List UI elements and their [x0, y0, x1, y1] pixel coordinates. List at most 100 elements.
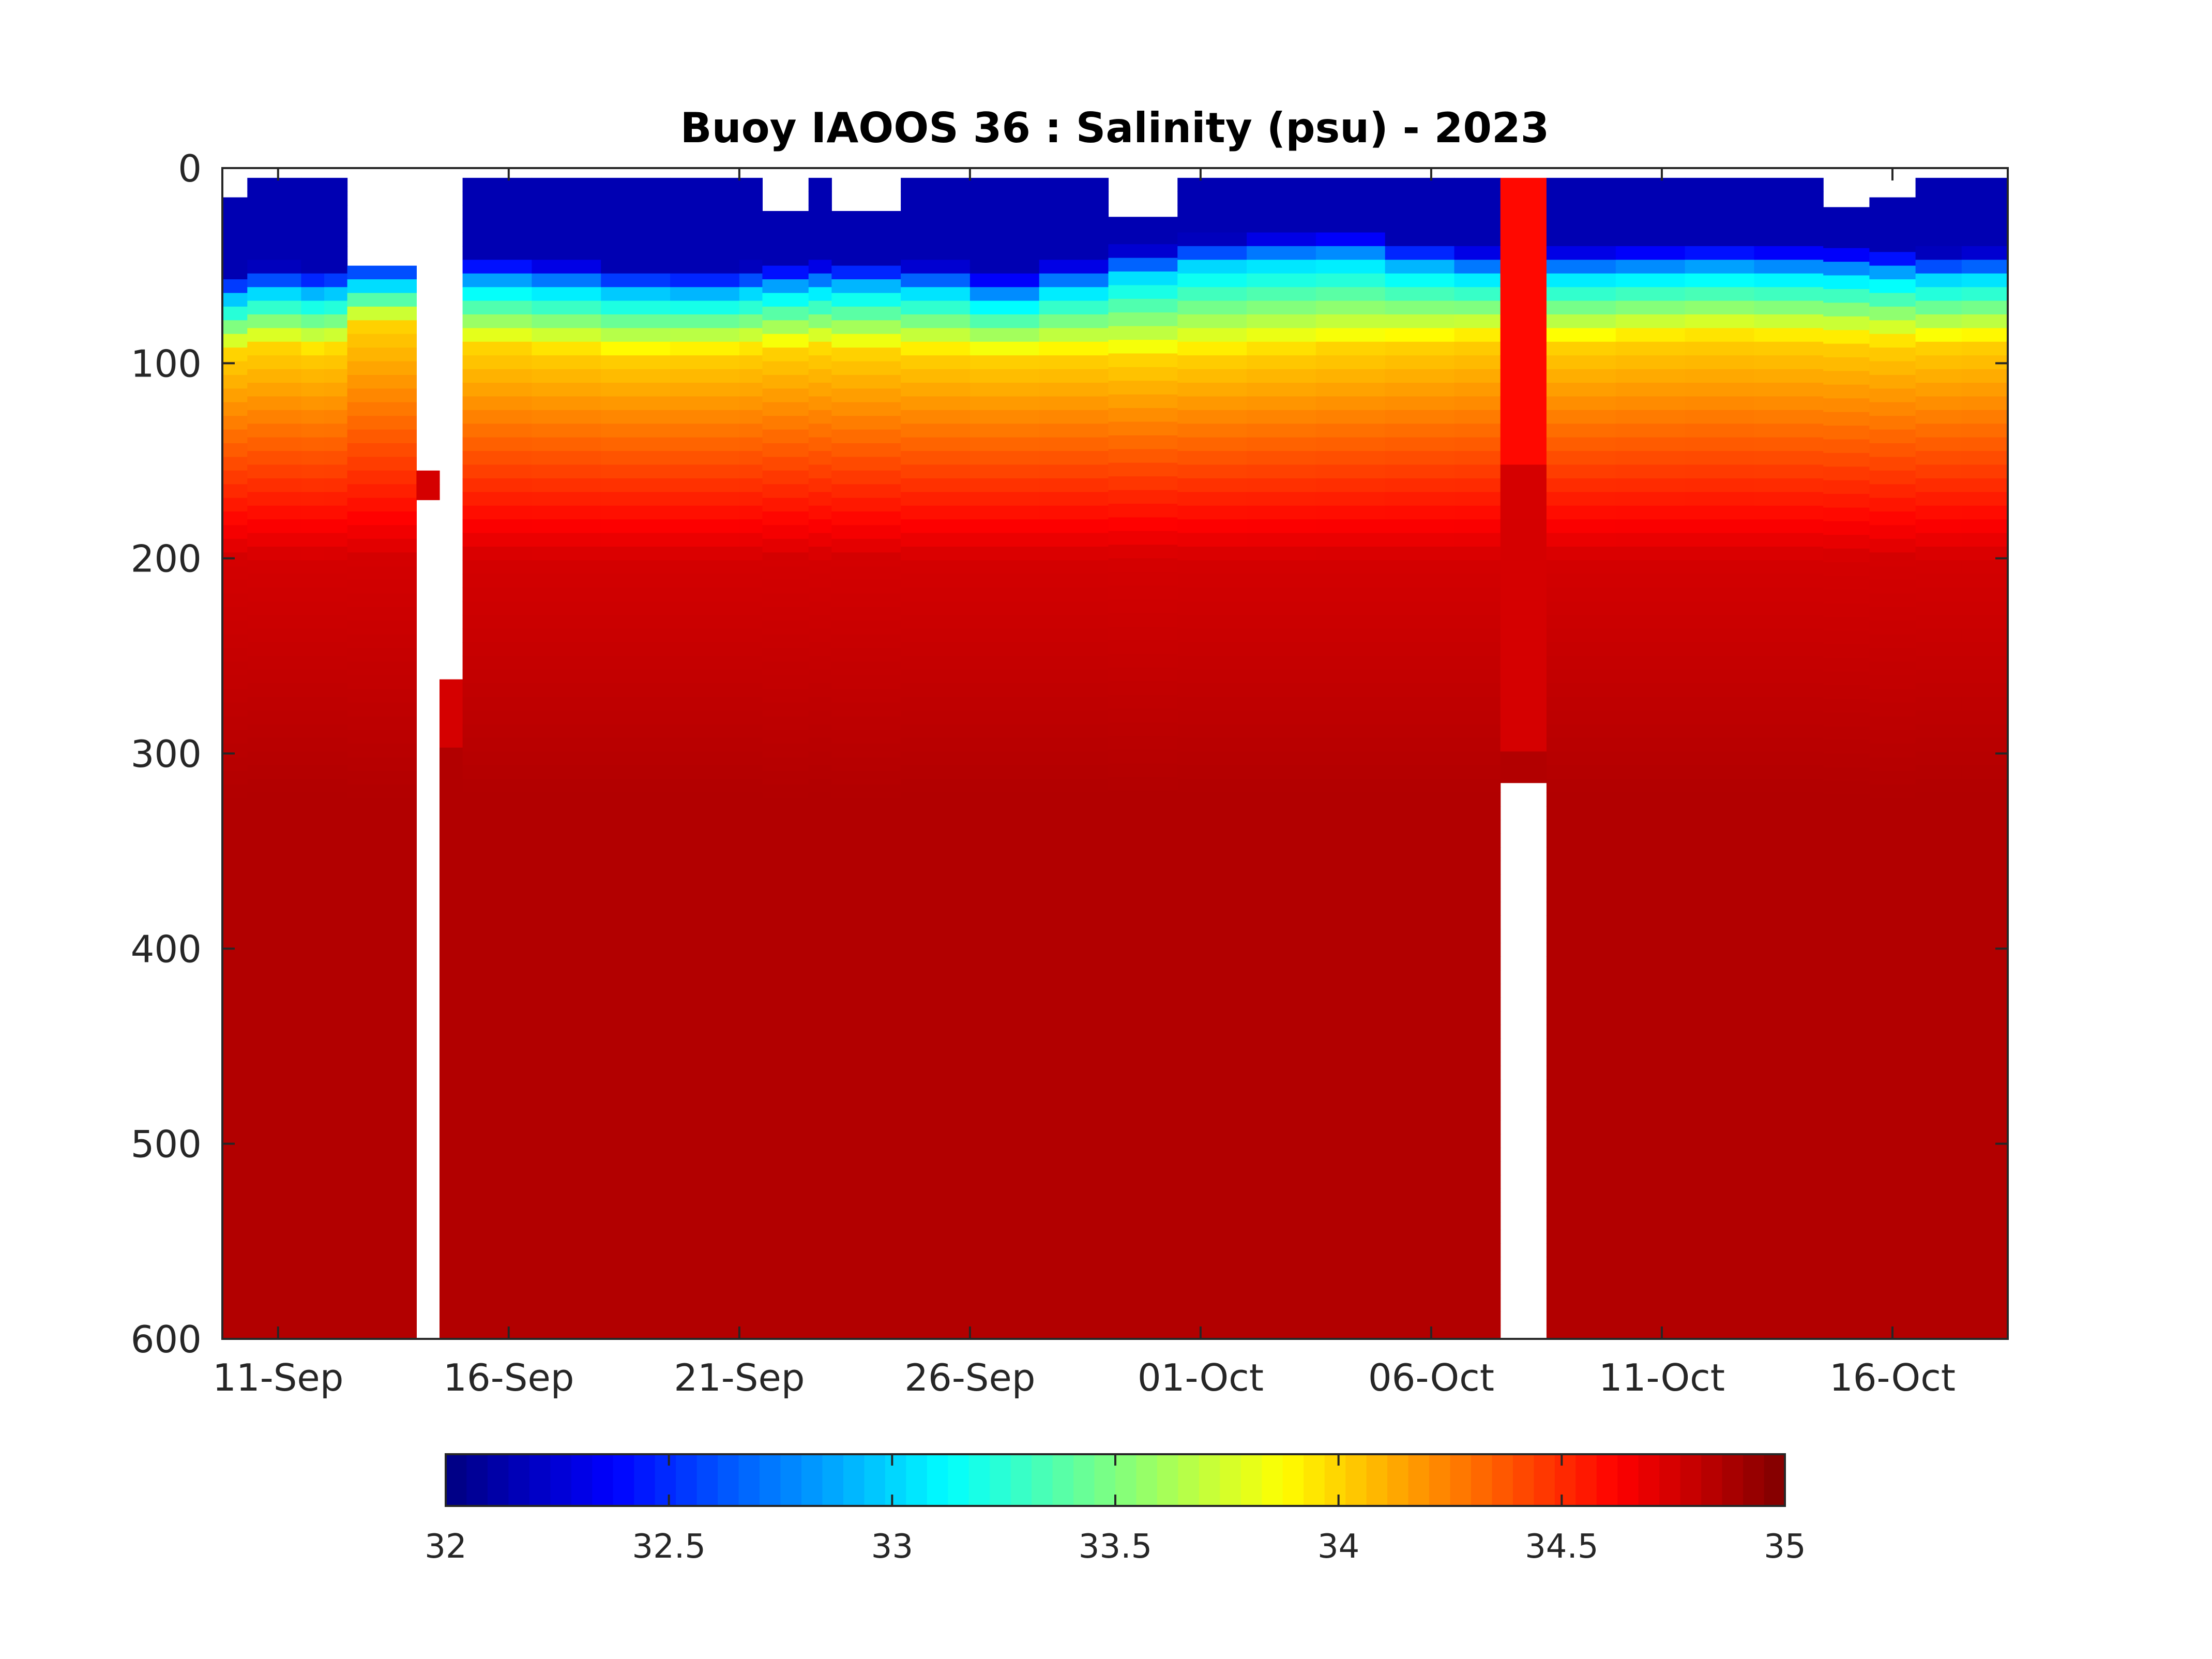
colorbar-swatch	[822, 1454, 844, 1506]
salinity-cell	[901, 874, 971, 888]
salinity-cell	[1315, 533, 1386, 547]
salinity-cell	[1915, 737, 1962, 752]
salinity-cell	[969, 574, 1040, 588]
salinity-cell	[532, 915, 601, 930]
salinity-cell	[301, 956, 325, 971]
salinity-cell	[1039, 915, 1109, 930]
salinity-cell	[1177, 451, 1247, 465]
salinity-cell	[901, 369, 971, 383]
salinity-cell	[1108, 312, 1178, 327]
salinity-cell	[1754, 669, 1824, 684]
salinity-cell	[808, 355, 832, 370]
colorbar-swatch	[1617, 1454, 1639, 1506]
salinity-cell	[301, 751, 325, 766]
salinity-cell	[831, 552, 901, 567]
salinity-cell	[222, 1030, 248, 1045]
salinity-cell	[762, 1140, 809, 1154]
salinity-cell	[670, 697, 740, 711]
salinity-cell	[1546, 1161, 1616, 1175]
salinity-cell	[462, 232, 532, 247]
salinity-cell	[739, 943, 763, 957]
salinity-cell	[901, 915, 971, 930]
salinity-cell	[808, 669, 832, 684]
salinity-cell	[601, 601, 671, 615]
salinity-cell	[601, 628, 671, 643]
salinity-cell	[1546, 929, 1616, 943]
salinity-cell	[301, 587, 325, 602]
salinity-cell	[601, 792, 671, 807]
salinity-cell	[1177, 1257, 1247, 1271]
salinity-cell	[301, 287, 325, 301]
salinity-cell	[601, 1284, 671, 1299]
salinity-cell	[222, 593, 248, 608]
colorbar-swatch	[864, 1454, 886, 1506]
salinity-cell	[1869, 320, 1916, 335]
salinity-cell	[347, 839, 417, 853]
salinity-cell	[1177, 683, 1247, 698]
salinity-cell	[670, 861, 740, 875]
salinity-cell	[969, 970, 1040, 984]
salinity-cell	[1915, 505, 1962, 520]
salinity-cell	[1961, 724, 2008, 738]
salinity-cell	[532, 505, 601, 520]
salinity-cell	[1685, 1311, 1754, 1326]
salinity-cell	[831, 1221, 901, 1236]
salinity-cell	[670, 915, 740, 930]
salinity-cell	[901, 820, 971, 834]
salinity-cell	[301, 1270, 325, 1285]
salinity-cell	[1315, 424, 1386, 438]
salinity-cell	[1685, 300, 1754, 315]
salinity-cell	[1961, 560, 2008, 575]
salinity-cell	[1039, 901, 1109, 916]
salinity-cell	[739, 711, 763, 725]
salinity-cell	[1961, 1202, 2008, 1216]
salinity-cell	[831, 1044, 901, 1059]
salinity-cell	[347, 812, 417, 826]
profile-column	[347, 265, 417, 1339]
salinity-cell	[1108, 258, 1178, 272]
salinity-cell	[1961, 615, 2008, 629]
salinity-cell	[1315, 1134, 1386, 1148]
salinity-cell	[1177, 478, 1247, 492]
salinity-cell	[739, 1161, 763, 1175]
salinity-cell	[1546, 1202, 1616, 1216]
salinity-cell	[601, 341, 671, 356]
salinity-cell	[1823, 890, 1870, 904]
salinity-cell	[1039, 1229, 1109, 1244]
salinity-cell	[1247, 1298, 1316, 1312]
salinity-cell	[462, 383, 532, 397]
salinity-cell	[1500, 300, 1547, 315]
salinity-cell	[1546, 997, 1616, 1012]
salinity-cell	[301, 615, 325, 629]
salinity-cell	[440, 1321, 463, 1335]
salinity-cell	[1685, 177, 1754, 192]
salinity-cell	[1315, 806, 1386, 820]
salinity-cell	[301, 232, 325, 247]
salinity-cell	[1454, 273, 1501, 288]
salinity-cell	[808, 1120, 832, 1135]
salinity-cell	[347, 306, 417, 321]
salinity-cell	[532, 874, 601, 888]
salinity-cell	[1961, 314, 2008, 328]
salinity-cell	[1315, 1188, 1386, 1203]
salinity-cell	[324, 1257, 348, 1271]
salinity-cell	[532, 1216, 601, 1230]
salinity-cell	[301, 533, 325, 547]
salinity-cell	[1546, 806, 1616, 820]
salinity-cell	[1500, 737, 1547, 752]
salinity-cell	[762, 224, 809, 239]
salinity-cell	[1961, 519, 2008, 534]
salinity-cell	[1823, 999, 1870, 1014]
salinity-cell	[222, 1017, 248, 1031]
salinity-cell	[222, 785, 248, 799]
salinity-cell	[1754, 1120, 1824, 1135]
salinity-cell	[831, 457, 901, 471]
salinity-cell	[1823, 972, 1870, 986]
salinity-cell	[1823, 289, 1870, 303]
salinity-cell	[222, 648, 248, 662]
salinity-cell	[222, 1058, 248, 1072]
salinity-cell	[1823, 480, 1870, 494]
salinity-cell	[324, 1175, 348, 1189]
salinity-cell	[1385, 587, 1455, 602]
salinity-cell	[1177, 1270, 1247, 1285]
